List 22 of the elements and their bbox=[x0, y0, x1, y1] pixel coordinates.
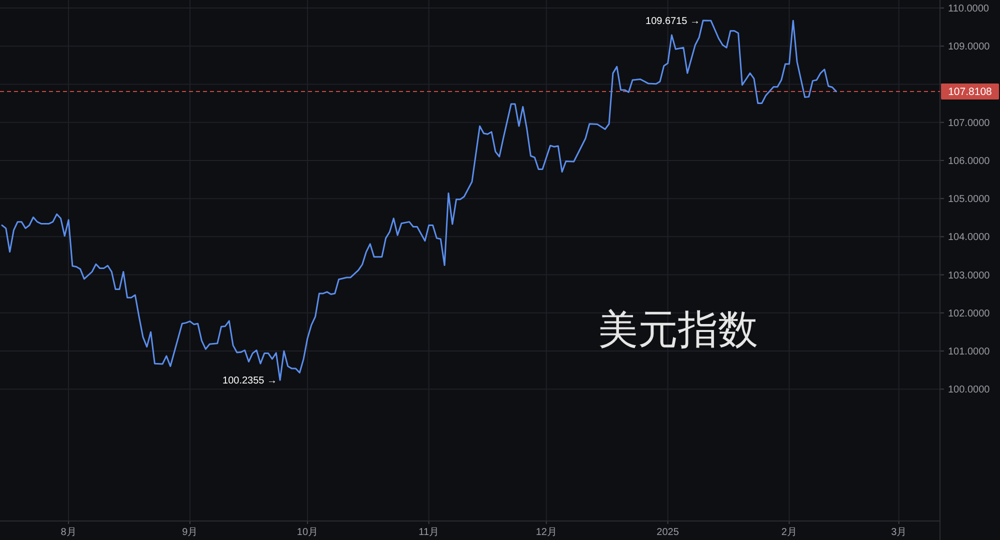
y-tick-label: 100.0000 bbox=[948, 384, 990, 396]
x-tick-label: 8月 bbox=[60, 527, 76, 538]
y-tick-label: 107.0000 bbox=[948, 118, 990, 129]
x-tick-label: 2025 bbox=[656, 527, 680, 538]
x-tick-label: 2月 bbox=[781, 527, 797, 538]
y-tick-label: 101.0000 bbox=[948, 346, 990, 358]
y-tick-label: 106.0000 bbox=[948, 156, 990, 167]
annotation: 100.2355 → bbox=[222, 376, 278, 387]
x-tick-label: 10月 bbox=[296, 527, 318, 538]
y-tick-label: 102.0000 bbox=[948, 308, 990, 320]
x-tick-label: 11月 bbox=[418, 527, 440, 538]
ref-line-label: 107.8108 bbox=[948, 86, 992, 98]
y-tick-label: 105.0000 bbox=[948, 194, 990, 206]
y-tick-label: 109.0000 bbox=[948, 42, 990, 53]
annotation: 109.6715 → bbox=[646, 16, 700, 28]
text: 美元指数 bbox=[598, 308, 758, 352]
x-tick-label: 12月 bbox=[536, 527, 557, 538]
x-tick-label: 3月 bbox=[891, 527, 907, 538]
y-tick-label: 103.0000 bbox=[948, 270, 990, 282]
x-tick-label: 9月 bbox=[182, 527, 198, 538]
y-tick-label: 104.0000 bbox=[948, 232, 990, 244]
y-tick-label: 110.0000 bbox=[948, 4, 990, 15]
